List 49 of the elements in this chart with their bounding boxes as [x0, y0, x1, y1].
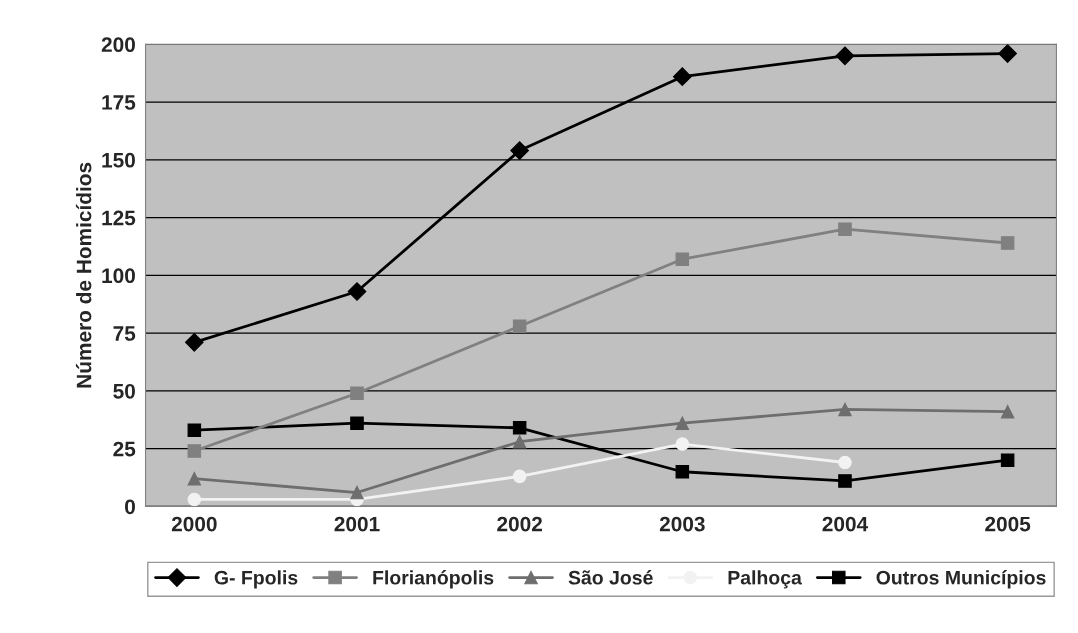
legend-label: Palhoça	[728, 570, 802, 589]
y-tick-label: 150	[102, 152, 135, 168]
point	[675, 252, 690, 266]
x-tick-label: 2003	[659, 516, 705, 532]
point	[835, 46, 855, 66]
point	[512, 434, 527, 449]
point	[187, 423, 202, 437]
point	[350, 386, 364, 400]
point	[838, 455, 852, 470]
legend-label: São José	[568, 570, 653, 585]
point	[187, 444, 202, 458]
point	[187, 492, 202, 507]
legend-label: Florianópolis	[373, 570, 494, 589]
point	[675, 437, 690, 451]
point	[1000, 236, 1015, 250]
legend-label: G- Fpolis	[214, 570, 298, 589]
point	[184, 333, 204, 352]
y-tick-label: 125	[102, 210, 136, 226]
x-tick-label: 2004	[822, 516, 869, 532]
x-tick-label: 2001	[334, 516, 380, 532]
point	[512, 421, 527, 435]
point	[1000, 404, 1015, 419]
y-tick-label: 100	[102, 268, 135, 284]
y-tick-label: 25	[113, 441, 136, 457]
y-tick-label: 200	[101, 37, 135, 53]
x-tick-label: 2002	[497, 516, 542, 532]
point	[838, 474, 852, 488]
point	[350, 485, 364, 500]
x-tick-label: 2000	[171, 516, 217, 532]
y-tick-label: 175	[102, 95, 136, 110]
point	[675, 416, 690, 430]
x-tick-label: 2005	[985, 516, 1031, 532]
point	[838, 402, 852, 417]
point	[187, 471, 202, 486]
point	[347, 282, 367, 301]
point	[1000, 453, 1015, 467]
point	[998, 44, 1017, 63]
point	[512, 319, 527, 333]
point	[675, 464, 690, 479]
point	[672, 67, 692, 87]
point	[838, 222, 852, 236]
y-axis-title: Número de Homicídios	[75, 162, 92, 388]
y-tick-label: 75	[113, 326, 136, 341]
point	[350, 416, 364, 430]
point	[510, 141, 530, 160]
legend-label: Outros Municípios	[876, 570, 1046, 589]
point	[512, 469, 527, 484]
y-tick-label: 0	[125, 499, 135, 515]
y-tick-label: 50	[113, 383, 135, 399]
